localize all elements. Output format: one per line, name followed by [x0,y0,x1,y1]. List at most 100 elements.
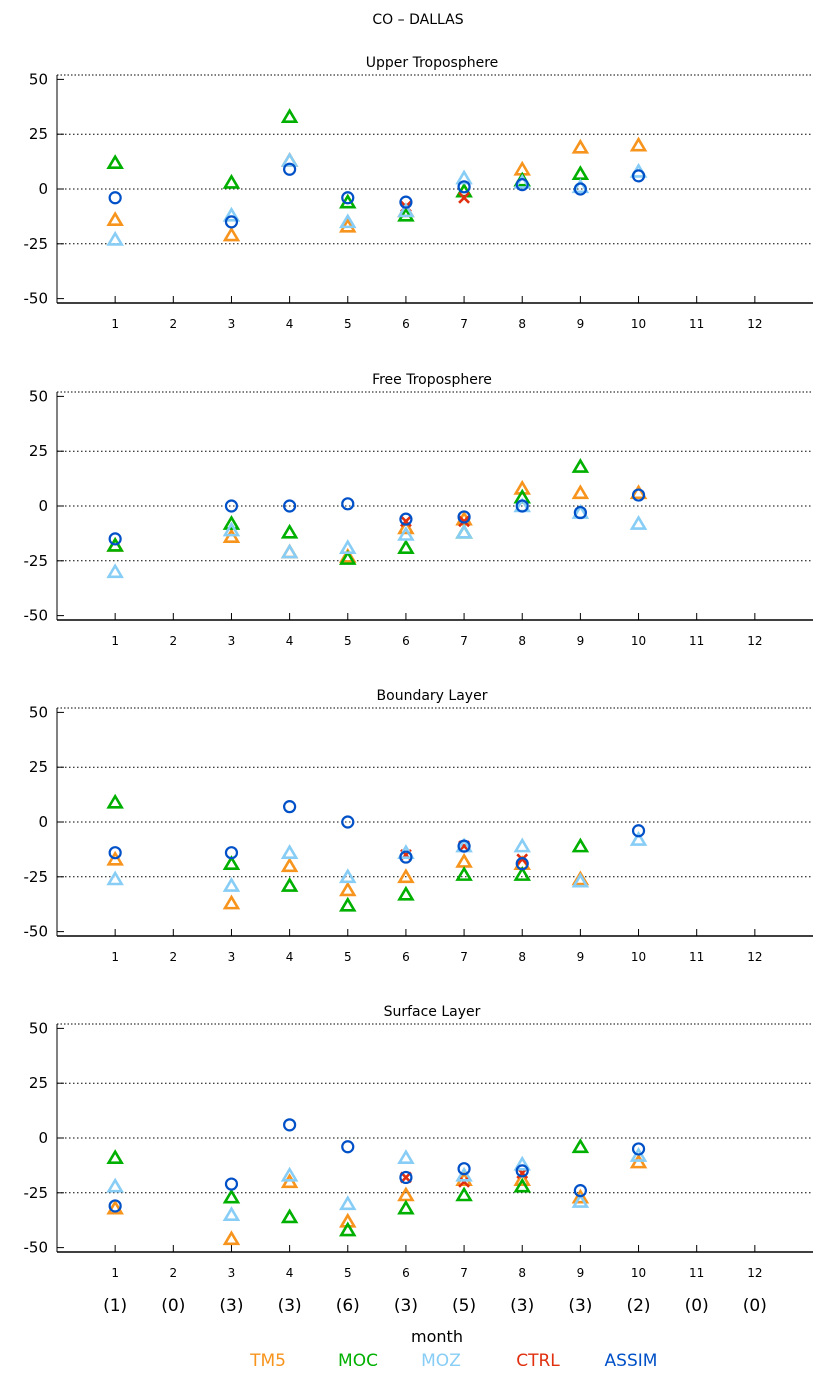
legend-entry-ctrl: CTRL [516,1351,560,1371]
point-moz [513,1155,532,1171]
x-tick-label: 11 [689,317,704,331]
point-assim [341,1140,355,1154]
x-tick-label: 3 [228,1266,236,1280]
x-tick-label: 7 [460,634,468,648]
point-assim [515,1164,529,1178]
legend-entry-tm5: TM5 [249,1351,286,1371]
point-moz [397,1149,415,1165]
x-tick-label: 8 [518,1266,526,1280]
x-tick-label: 2 [169,317,177,331]
point-assim [283,162,297,176]
x-tick-label: 2 [169,634,177,648]
x-tick-label: 12 [747,1266,762,1280]
point-ctrl [458,1175,470,1188]
point-moc [338,1221,357,1237]
x-tick-label: 10 [631,950,646,964]
y-tick-label: -50 [24,923,49,941]
point-tm5 [455,852,473,868]
x-tick-label: 1 [111,317,119,331]
series-tm5 [106,1153,648,1246]
y-tick-label: -25 [24,868,49,886]
point-tm5 [106,211,124,226]
point-assim [631,1142,646,1156]
point-ctrl [458,515,470,528]
point-ctrl [458,191,470,204]
y-tick-label: 50 [29,1019,48,1037]
point-moz [280,844,299,859]
point-tm5 [397,1186,415,1202]
point-assim [515,178,529,192]
series-moc [106,1138,590,1237]
point-tm5 [106,850,124,866]
x-tick-label: 9 [577,634,585,648]
point-assim [457,1162,471,1176]
point-moc [338,550,357,565]
point-moc [106,793,124,809]
x-tick-label: 5 [344,1266,352,1280]
point-moz [397,202,415,218]
point-tm5 [397,519,415,535]
point-moz [629,830,648,846]
point-moz [222,877,241,892]
month-count: (3) [394,1296,418,1316]
x-tick-label: 11 [689,950,704,964]
point-moc [280,108,299,123]
point-tm5 [629,484,648,500]
x-tick-label: 3 [228,950,236,964]
point-tm5 [629,136,648,152]
point-moz [106,563,124,579]
point-assim [108,532,122,546]
point-moc [106,154,124,169]
month-count: (2) [626,1296,650,1316]
y-tick-label: 0 [38,497,48,515]
y-tick-label: -25 [24,552,49,570]
y-tick-label: 0 [38,1129,48,1147]
series-assim [108,488,646,546]
point-tm5 [222,1230,241,1246]
point-assim [108,1199,122,1213]
x-tick-label: 5 [344,317,352,331]
series-assim [108,800,646,871]
month-count: (0) [743,1296,767,1316]
x-tick-label: 3 [228,634,236,648]
x-tick-label: 9 [577,317,585,331]
point-assim [573,505,587,520]
y-tick-label: -25 [24,235,49,253]
series-assim [108,162,646,229]
point-assim [631,488,646,502]
series-assim [108,1118,646,1213]
panel-title: Boundary Layer [377,688,488,704]
series-moz [106,1146,648,1222]
point-moc [280,877,299,892]
panel-title: Free Troposphere [372,372,492,388]
point-moc [397,1199,415,1215]
x-tick-label: 10 [631,634,646,648]
y-tick-label: 50 [29,70,48,88]
point-moz [338,1195,357,1211]
point-tm5 [106,1199,124,1215]
point-assim [224,499,239,513]
point-moc [571,1138,590,1154]
point-moc [455,866,473,881]
legend-entry-moc: MOC [338,1351,378,1371]
point-assim [631,824,646,838]
month-count: (1) [103,1296,127,1316]
point-assim [283,800,297,814]
point-moc [222,514,241,530]
point-assim [224,846,239,860]
month-count: (5) [452,1296,476,1316]
point-ctrl [516,853,529,866]
point-moz [629,1146,648,1162]
month-count: (3) [219,1296,243,1316]
point-moz [513,173,532,189]
point-moz [222,521,241,537]
point-assim [457,839,471,853]
point-tm5 [397,868,415,884]
point-moc [397,539,415,554]
